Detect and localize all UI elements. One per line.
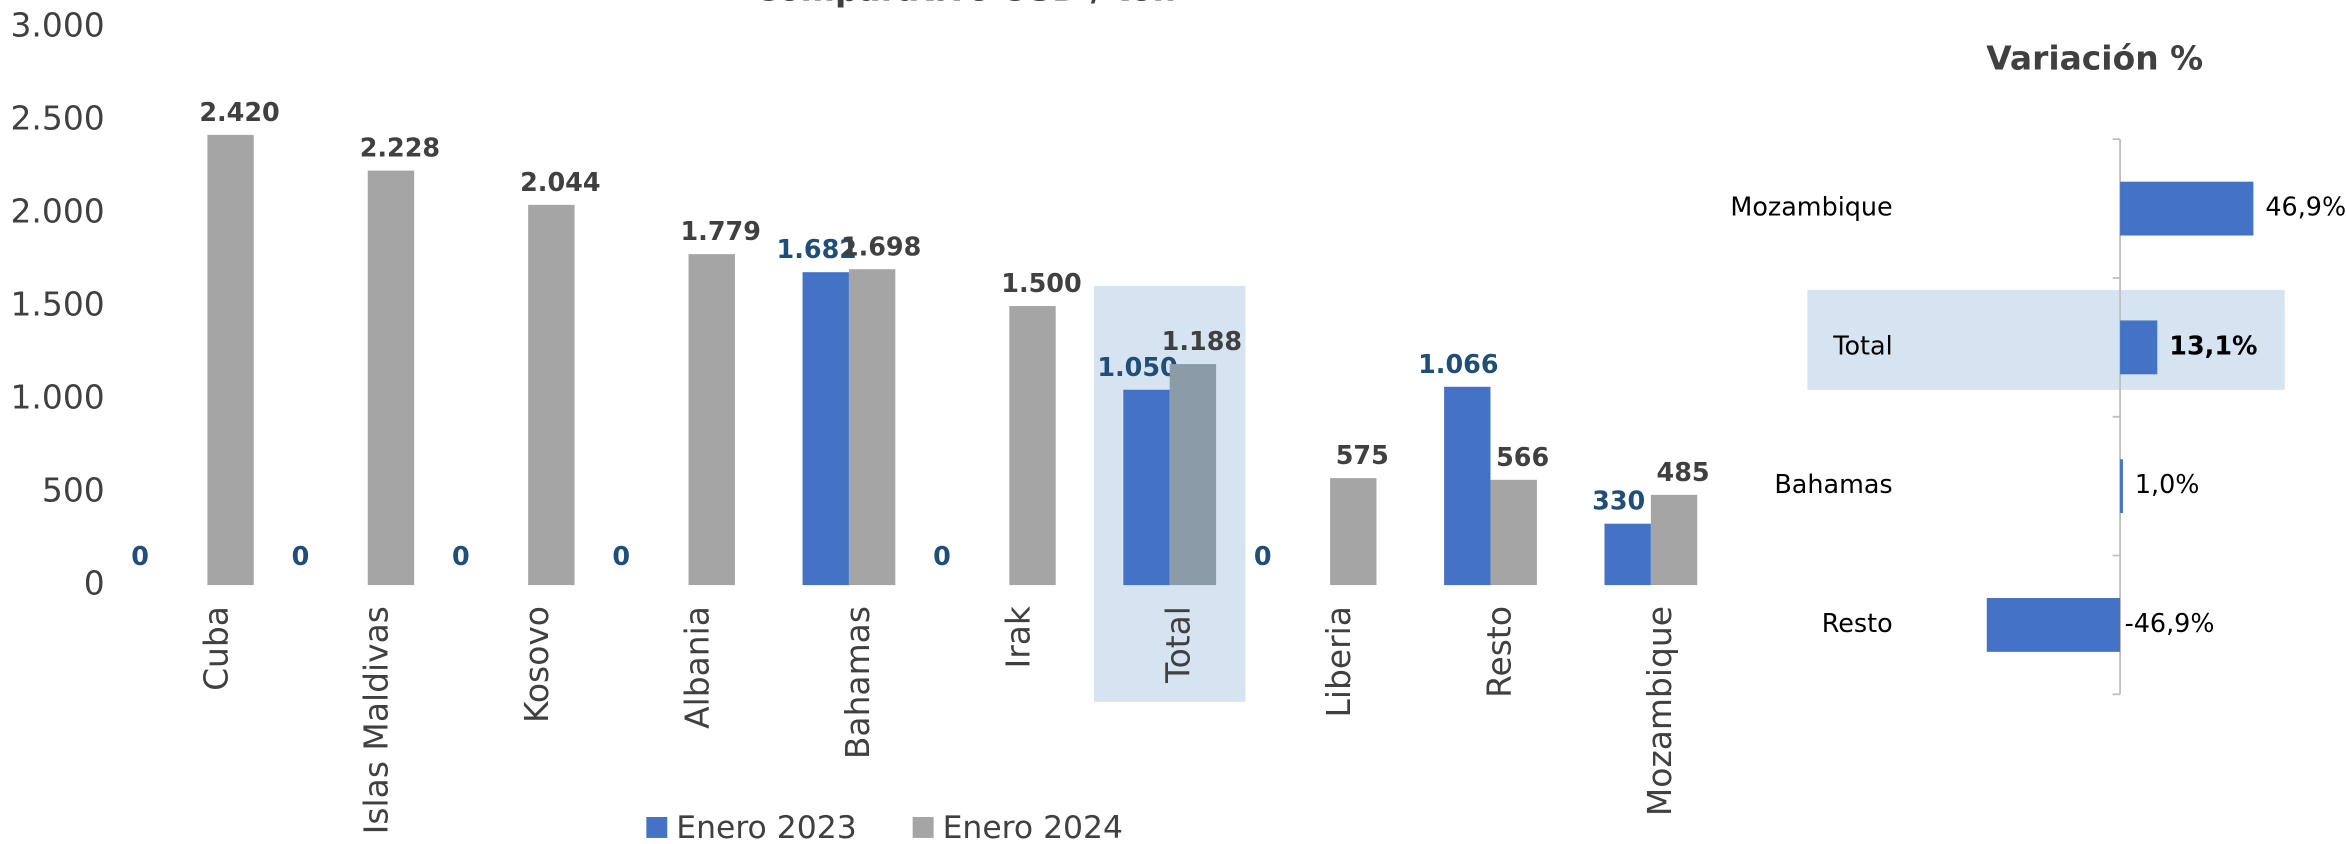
value-label: 0 xyxy=(452,541,470,571)
y-tick-label: 3.000 xyxy=(11,6,105,45)
highlight-band xyxy=(1807,289,2285,390)
value-label: 1,0% xyxy=(2135,469,2200,499)
value-label: 0 xyxy=(933,541,951,571)
bar xyxy=(1604,523,1651,586)
value-label: 566 xyxy=(1496,442,1549,472)
value-label: 485 xyxy=(1657,457,1710,487)
x-tick-label: Mozambique xyxy=(1640,606,1679,816)
x-tick-label: Cuba xyxy=(196,606,235,691)
value-label: 46,9% xyxy=(2265,192,2346,222)
value-label: 330 xyxy=(1592,486,1645,516)
y-tick-label: Bahamas xyxy=(1774,469,1892,499)
y-tick-label: 2.500 xyxy=(11,99,105,138)
value-label: 0 xyxy=(612,541,630,571)
y-tick-label: 1.500 xyxy=(11,285,105,324)
x-tick-label: Bahamas xyxy=(838,606,877,759)
y-tick-label: Resto xyxy=(1822,608,1893,638)
x-tick-label: Resto xyxy=(1479,606,1518,698)
value-label: 13,1% xyxy=(2169,330,2257,360)
y-tick-label: 1.000 xyxy=(11,378,105,417)
legend-label: Enero 2024 xyxy=(943,810,1123,844)
legend-swatch xyxy=(912,816,934,838)
bar xyxy=(2120,181,2254,236)
bar xyxy=(1123,389,1170,586)
x-tick-label: Albania xyxy=(678,606,717,729)
bar xyxy=(1009,306,1056,586)
bar xyxy=(207,134,254,586)
x-tick-label: Total xyxy=(1159,606,1198,684)
bar xyxy=(1330,478,1377,586)
x-tick-label: Liberia xyxy=(1319,606,1358,717)
legend-label: Enero 2023 xyxy=(676,810,856,844)
chart-title: Comparativo USD / ton xyxy=(754,0,1176,9)
bar xyxy=(1650,494,1698,586)
y-tick-label: Mozambique xyxy=(1730,192,1892,222)
value-label: 2.228 xyxy=(360,133,440,163)
y-tick-label: 0 xyxy=(84,564,105,603)
value-label: 1.050 xyxy=(1097,352,1177,382)
value-label: 2.044 xyxy=(520,167,600,197)
bar xyxy=(1490,479,1537,586)
bar xyxy=(848,269,896,586)
bar xyxy=(528,204,575,586)
bar xyxy=(2120,459,2123,514)
value-label: 1.698 xyxy=(841,231,921,261)
bar xyxy=(1169,364,1217,586)
value-label: 1.188 xyxy=(1162,326,1242,356)
chart-title: Variación % xyxy=(1986,38,2203,77)
y-tick-label: Total xyxy=(1832,330,1892,360)
bar xyxy=(1444,386,1491,586)
value-label: 1.500 xyxy=(1001,268,1081,298)
bar xyxy=(367,170,415,586)
value-label: 0 xyxy=(1254,541,1272,571)
legend-swatch xyxy=(646,816,668,838)
x-tick-label: Islas Maldivas xyxy=(357,606,396,834)
y-tick-label: 500 xyxy=(42,471,105,510)
y-tick-label: 2.000 xyxy=(11,192,105,231)
bar xyxy=(802,272,849,586)
bar xyxy=(1986,597,2121,652)
bar xyxy=(688,254,735,586)
value-label: 1.682 xyxy=(777,234,857,264)
value-label: 0 xyxy=(131,541,149,571)
value-label: 575 xyxy=(1336,440,1389,470)
value-label: -46,9% xyxy=(2125,608,2215,638)
x-tick-label: Kosovo xyxy=(517,606,556,723)
x-tick-label: Irak xyxy=(998,606,1037,668)
bar xyxy=(2120,320,2158,375)
value-label: 1.779 xyxy=(680,216,760,246)
value-label: 1.066 xyxy=(1418,349,1498,379)
value-label: 0 xyxy=(292,541,310,571)
value-label: 2.420 xyxy=(199,97,279,127)
